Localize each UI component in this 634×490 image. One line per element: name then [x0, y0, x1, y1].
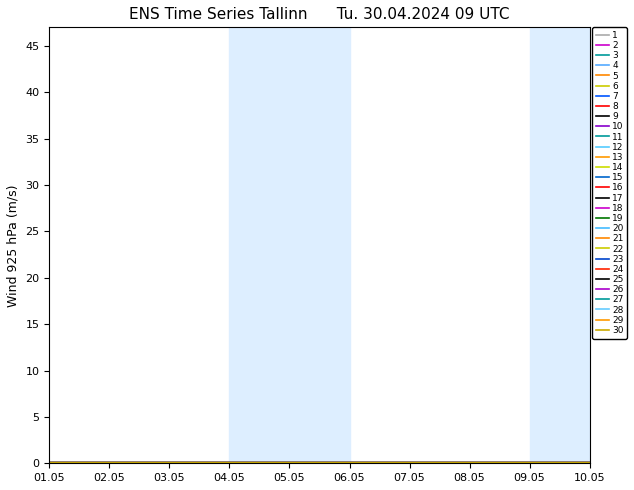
Bar	[230, 27, 349, 464]
Y-axis label: Wind 925 hPa (m/s): Wind 925 hPa (m/s)	[7, 184, 20, 307]
Title: ENS Time Series Tallinn      Tu. 30.04.2024 09 UTC: ENS Time Series Tallinn Tu. 30.04.2024 0…	[129, 7, 510, 22]
Bar	[529, 27, 590, 464]
Legend: 1, 2, 3, 4, 5, 6, 7, 8, 9, 10, 11, 12, 13, 14, 15, 16, 17, 18, 19, 20, 21, 22, 2: 1, 2, 3, 4, 5, 6, 7, 8, 9, 10, 11, 12, 1…	[592, 27, 627, 339]
